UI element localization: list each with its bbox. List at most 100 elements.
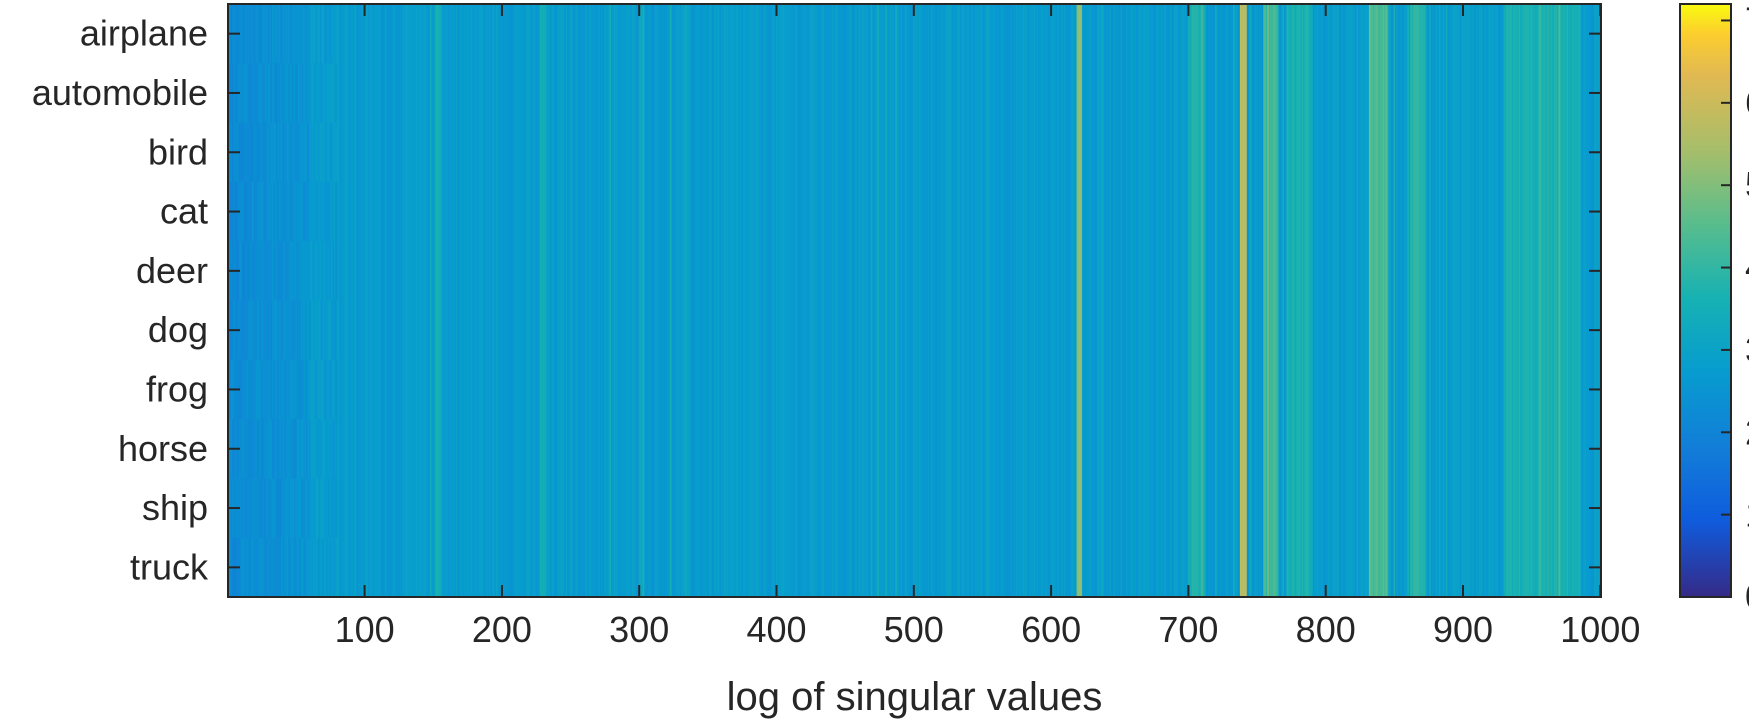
- heatmap-column: [1370, 4, 1373, 597]
- heatmap-cell: [304, 478, 307, 539]
- heatmap-column: [793, 4, 796, 597]
- heatmap-column: [1476, 4, 1479, 597]
- heatmap-cell: [335, 4, 338, 64]
- heatmap-cell: [249, 241, 252, 302]
- heatmap-column: [1110, 4, 1113, 597]
- heatmap-column: [1038, 4, 1041, 597]
- heatmap-cell: [277, 537, 280, 598]
- heatmap-column: [932, 4, 935, 597]
- heatmap-cell: [335, 241, 338, 302]
- heatmap-cell: [288, 300, 291, 361]
- heatmap-cell: [315, 419, 318, 479]
- heatmap-column: [1510, 4, 1513, 597]
- heatmap-cell: [276, 4, 279, 64]
- heatmap-cell: [243, 300, 246, 361]
- heatmap-cell: [244, 241, 247, 302]
- heatmap-column: [1460, 4, 1463, 597]
- heatmap-column: [962, 4, 965, 597]
- colorbar-tick-label: 0: [1745, 576, 1749, 617]
- heatmap-cell: [271, 122, 274, 183]
- heatmap-cell: [266, 122, 269, 183]
- heatmap-cell: [299, 241, 302, 302]
- heatmap-cell: [300, 241, 303, 302]
- heatmap-column: [1091, 4, 1094, 597]
- heatmap-cell: [256, 181, 259, 242]
- heatmap-column: [401, 4, 403, 597]
- heatmap-cell: [249, 63, 252, 124]
- heatmap-cell: [271, 63, 274, 124]
- heatmap-column: [1009, 4, 1012, 597]
- heatmap-column: [696, 4, 699, 597]
- heatmap-cell: [300, 419, 303, 479]
- heatmap-column: [1158, 4, 1161, 597]
- heatmap-column: [1473, 4, 1476, 597]
- heatmap-cell: [267, 419, 270, 479]
- heatmap-cell: [285, 122, 288, 183]
- heatmap-column: [627, 4, 630, 597]
- heatmap-cell: [322, 4, 325, 64]
- heatmap-cell: [310, 537, 313, 598]
- heatmap-cell: [311, 63, 314, 124]
- heatmap-cell: [270, 419, 273, 479]
- heatmap-column: [615, 4, 618, 597]
- heatmap-column: [534, 4, 537, 597]
- heatmap-cell: [284, 63, 287, 124]
- heatmap-cell: [274, 4, 277, 64]
- heatmap-cell: [335, 359, 338, 420]
- heatmap-column: [1515, 4, 1518, 597]
- heatmap-column: [741, 4, 744, 597]
- heatmap-column: [1423, 4, 1426, 597]
- heatmap-column: [941, 4, 944, 597]
- heatmap-cell: [314, 478, 317, 539]
- heatmap-cell: [300, 181, 303, 242]
- heatmap-cell: [252, 419, 255, 479]
- heatmap-column: [387, 4, 390, 597]
- heatmap-cell: [285, 300, 288, 361]
- heatmap-cell: [270, 478, 273, 539]
- heatmap-column: [1094, 4, 1097, 597]
- heatmap-cell: [251, 359, 254, 420]
- heatmap-column: [1261, 4, 1264, 597]
- heatmap-cell: [304, 181, 307, 242]
- heatmap-cell: [273, 537, 276, 598]
- heatmap-cell: [306, 241, 309, 302]
- heatmap-cell: [293, 478, 296, 539]
- heatmap-cell: [278, 241, 281, 302]
- heatmap-cell: [255, 419, 258, 479]
- heatmap-column: [1060, 4, 1063, 597]
- heatmap-column: [806, 4, 808, 597]
- heatmap-column: [487, 4, 490, 597]
- heatmap-cell: [258, 478, 261, 539]
- heatmap-cell: [263, 300, 266, 361]
- heatmap-column: [556, 4, 559, 597]
- heatmap-column: [981, 4, 984, 597]
- heatmap-column: [368, 4, 371, 597]
- heatmap-column: [1561, 4, 1564, 597]
- heatmap-cell: [262, 478, 265, 539]
- heatmap-column: [383, 4, 386, 597]
- heatmap-cell: [245, 241, 248, 302]
- heatmap-column: [1237, 4, 1240, 597]
- heatmap-cell: [270, 181, 273, 242]
- heatmap-column: [885, 4, 888, 597]
- heatmap-column: [1323, 4, 1326, 597]
- heatmap-cell: [247, 181, 250, 242]
- heatmap-column: [1474, 4, 1477, 597]
- heatmap-cell: [317, 122, 320, 183]
- heatmap-column: [1395, 4, 1398, 597]
- heatmap-column: [601, 4, 604, 597]
- heatmap-column: [1024, 4, 1027, 597]
- heatmap-column: [799, 4, 802, 597]
- heatmap-column: [453, 4, 456, 597]
- heatmap-column: [708, 4, 711, 597]
- heatmap-column: [899, 4, 902, 597]
- heatmap-cell: [310, 63, 313, 124]
- heatmap-column: [425, 4, 428, 597]
- heatmap-cell: [303, 478, 306, 539]
- heatmap-cell: [336, 63, 339, 124]
- heatmap-cell: [260, 4, 263, 64]
- heatmap-column: [832, 4, 835, 597]
- heatmap-cell: [274, 241, 277, 302]
- heatmap-column: [458, 4, 461, 597]
- heatmap-column: [1337, 4, 1340, 597]
